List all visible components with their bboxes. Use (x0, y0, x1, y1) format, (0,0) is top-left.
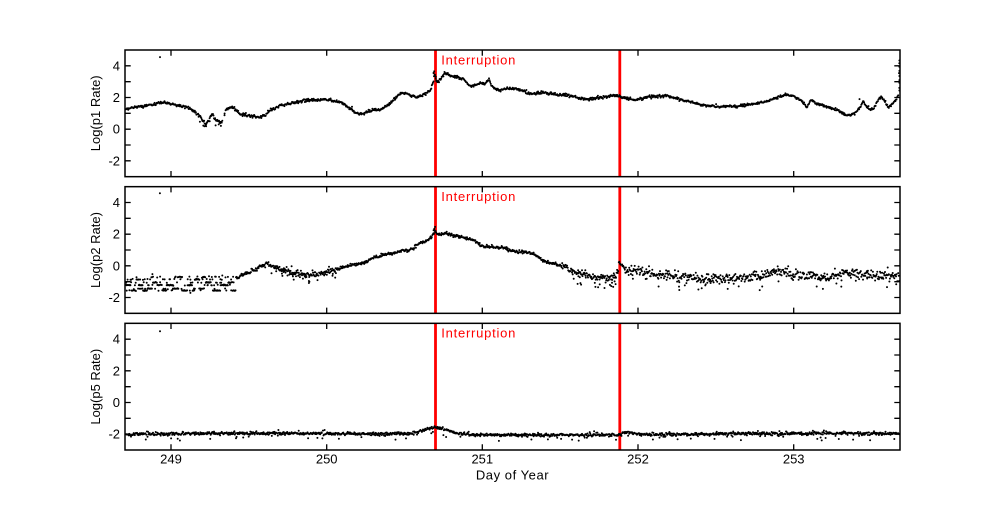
svg-text:4: 4 (113, 332, 120, 347)
svg-text:Day of Year: Day of Year (476, 467, 549, 482)
svg-text:Interruption: Interruption (441, 326, 516, 341)
svg-text:Log(p1 Rate): Log(p1 Rate) (88, 75, 103, 151)
svg-text:Log(p5 Rate): Log(p5 Rate) (88, 349, 103, 425)
svg-text:251: 251 (471, 452, 493, 467)
svg-text:252: 252 (627, 452, 649, 467)
svg-text:250: 250 (316, 452, 338, 467)
svg-text:0: 0 (113, 122, 120, 137)
svg-text:2: 2 (113, 227, 120, 242)
svg-text:Log(p2 Rate): Log(p2 Rate) (88, 212, 103, 288)
svg-text:-2: -2 (108, 153, 120, 168)
svg-text:249: 249 (160, 452, 182, 467)
svg-text:4: 4 (113, 195, 120, 210)
svg-text:0: 0 (113, 258, 120, 273)
svg-text:253: 253 (783, 452, 805, 467)
svg-text:4: 4 (113, 58, 120, 73)
svg-text:2: 2 (113, 90, 120, 105)
svg-text:2: 2 (113, 363, 120, 378)
svg-text:-2: -2 (108, 427, 120, 442)
svg-text:Interruption: Interruption (441, 52, 516, 67)
svg-text:-2: -2 (108, 290, 120, 305)
svg-text:0: 0 (113, 395, 120, 410)
svg-text:Interruption: Interruption (441, 189, 516, 204)
